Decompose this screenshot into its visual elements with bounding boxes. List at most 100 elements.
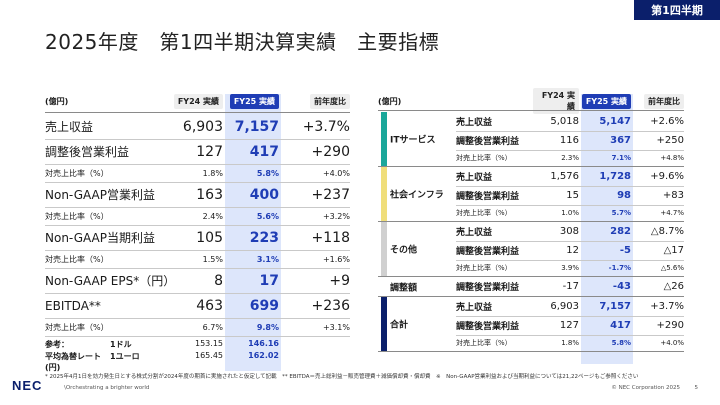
- fy25-value: 400: [249, 186, 279, 203]
- fy24-value: 153.15: [195, 339, 223, 348]
- yoy-value: +3.7%: [302, 118, 350, 135]
- row-divider: [45, 318, 350, 319]
- fy24-value: 3.9%: [561, 264, 579, 272]
- row-divider: [45, 250, 350, 251]
- table-row: 売上収益 6,903 7,157 +3.7%: [456, 297, 684, 316]
- yoy-value: +9: [329, 272, 350, 289]
- segment-group: 調整額: [378, 277, 448, 296]
- segment-group: ITサービス: [378, 112, 448, 166]
- row-divider: [456, 316, 684, 317]
- header-divider: [45, 112, 350, 113]
- table-row: EBITDA** 463 699 +236: [45, 293, 350, 318]
- fy25-value: 417: [610, 320, 631, 331]
- column-header-fy25: FY25 実績: [229, 93, 279, 109]
- segment-name: 合計: [390, 320, 409, 331]
- row-label: 対売上比率（%）: [45, 168, 109, 178]
- fy25-value: 9.8%: [256, 322, 279, 332]
- footnote: * 2025年4月1日を効力発生日とする株式分割が2024年度の期首に実施された…: [45, 374, 639, 380]
- segment-name: その他: [390, 245, 418, 256]
- column-header-fy24: FY24 実績: [173, 93, 223, 109]
- fy24-value: 308: [559, 226, 579, 237]
- segment-color-bar: [381, 167, 387, 221]
- fy25-column-highlight: [581, 94, 633, 364]
- row-divider: [456, 260, 684, 261]
- table-row: 対売上比率（%） 1.5% 3.1% +1.6%: [45, 250, 350, 268]
- fy24-value: 116: [559, 135, 579, 146]
- fy25-value: 98: [617, 190, 631, 201]
- table-row: Non-GAAP当期利益 105 223 +118: [45, 225, 350, 250]
- yoy-value: +4.7%: [660, 209, 684, 217]
- row-label: 調整後営業利益: [456, 192, 520, 202]
- table-row: 対売上比率（%） 1.8% 5.8% +4.0%: [45, 164, 350, 182]
- fx-label: 平均為替レート(円): [45, 352, 101, 372]
- yoy-value: +9.6%: [650, 171, 684, 182]
- fy24-value: 463: [196, 297, 223, 314]
- row-divider: [456, 186, 684, 187]
- yoy-value: +3.7%: [650, 301, 684, 312]
- fy24-value: 6,903: [182, 118, 223, 135]
- row-label: Non-GAAP当期利益: [45, 231, 155, 245]
- row-label: 売上収益: [456, 228, 493, 238]
- column-header-yoy: 前年度比: [310, 93, 350, 109]
- row-label: 対売上比率（%）: [456, 339, 512, 347]
- fy24-value: 1,576: [550, 171, 579, 182]
- segment-group: 合計: [378, 297, 448, 351]
- segment-divider: [378, 221, 684, 222]
- fy25-value: 417: [249, 143, 279, 160]
- fy24-value: 1.0%: [561, 209, 579, 217]
- yoy-value: +83: [662, 190, 684, 201]
- currency-label: 1ドル: [110, 340, 132, 349]
- column-header-fy25: FY25 実績: [581, 93, 631, 109]
- fy25-value: 5.8%: [256, 168, 279, 178]
- yoy-value: △8.7%: [650, 226, 684, 237]
- row-label: 対売上比率（%）: [45, 211, 109, 221]
- table-header-row: FY24 実績 FY25 実績 前年度比: [456, 88, 684, 114]
- row-label: 対売上比率（%）: [45, 322, 109, 332]
- row-label: 対売上比率（%）: [456, 209, 512, 217]
- fy25-value: 367: [610, 135, 631, 146]
- row-divider: [45, 336, 350, 337]
- fy24-value: -17: [562, 281, 579, 292]
- segment-color-bar: [381, 277, 387, 296]
- row-label: 対売上比率（%）: [45, 254, 109, 264]
- segment-color-bar: [381, 112, 387, 166]
- fy24-value: 165.45: [195, 351, 223, 360]
- row-divider: [456, 205, 684, 206]
- row-divider: [45, 293, 350, 294]
- fy24-value: 105: [196, 229, 223, 246]
- segment-divider: [378, 296, 684, 297]
- row-label: 調整後営業利益: [456, 283, 520, 293]
- row-divider: [45, 139, 350, 140]
- row-label: Non-GAAP営業利益: [45, 188, 155, 202]
- yoy-value: +3.2%: [322, 211, 350, 221]
- segment-divider: [378, 276, 684, 277]
- header-divider: [378, 110, 684, 111]
- table-row: 調整後営業利益 116 367 +250: [456, 131, 684, 150]
- fy24-value: 1.8%: [561, 339, 579, 347]
- fy25-value: 699: [249, 297, 279, 314]
- yoy-value: △5.6%: [660, 264, 684, 272]
- yoy-value: +250: [656, 135, 684, 146]
- row-divider: [45, 182, 350, 183]
- row-divider: [456, 335, 684, 336]
- row-label: 売上収益: [456, 303, 493, 313]
- table-row: 売上収益 1,576 1,728 +9.6%: [456, 167, 684, 186]
- row-label: 売上収益: [45, 120, 94, 134]
- fy25-column-highlight: [225, 94, 281, 371]
- fx-label: 参考：: [45, 340, 69, 349]
- yoy-value: +3.1%: [322, 322, 350, 332]
- yoy-value: △26: [663, 281, 684, 292]
- fy24-value: 127: [196, 143, 223, 160]
- fy25-value: 5.8%: [611, 339, 631, 347]
- yoy-value: +290: [311, 143, 350, 160]
- fy25-value: 7.1%: [611, 154, 631, 162]
- fy25-value: 282: [610, 226, 631, 237]
- fy24-value: 8: [214, 272, 223, 289]
- table-row: 調整後営業利益 127 417 +290: [45, 139, 350, 164]
- row-label: 対売上比率（%）: [456, 264, 512, 272]
- fx-reference-row: 平均為替レート(円) 1ユーロ 165.45 162.02: [45, 351, 350, 373]
- fy24-value: 5,018: [550, 116, 579, 127]
- quarter-badge: 第1四半期: [634, 0, 720, 20]
- copyright: © NEC Corporation 2025: [611, 385, 680, 391]
- segment-name: 調整額: [390, 283, 418, 293]
